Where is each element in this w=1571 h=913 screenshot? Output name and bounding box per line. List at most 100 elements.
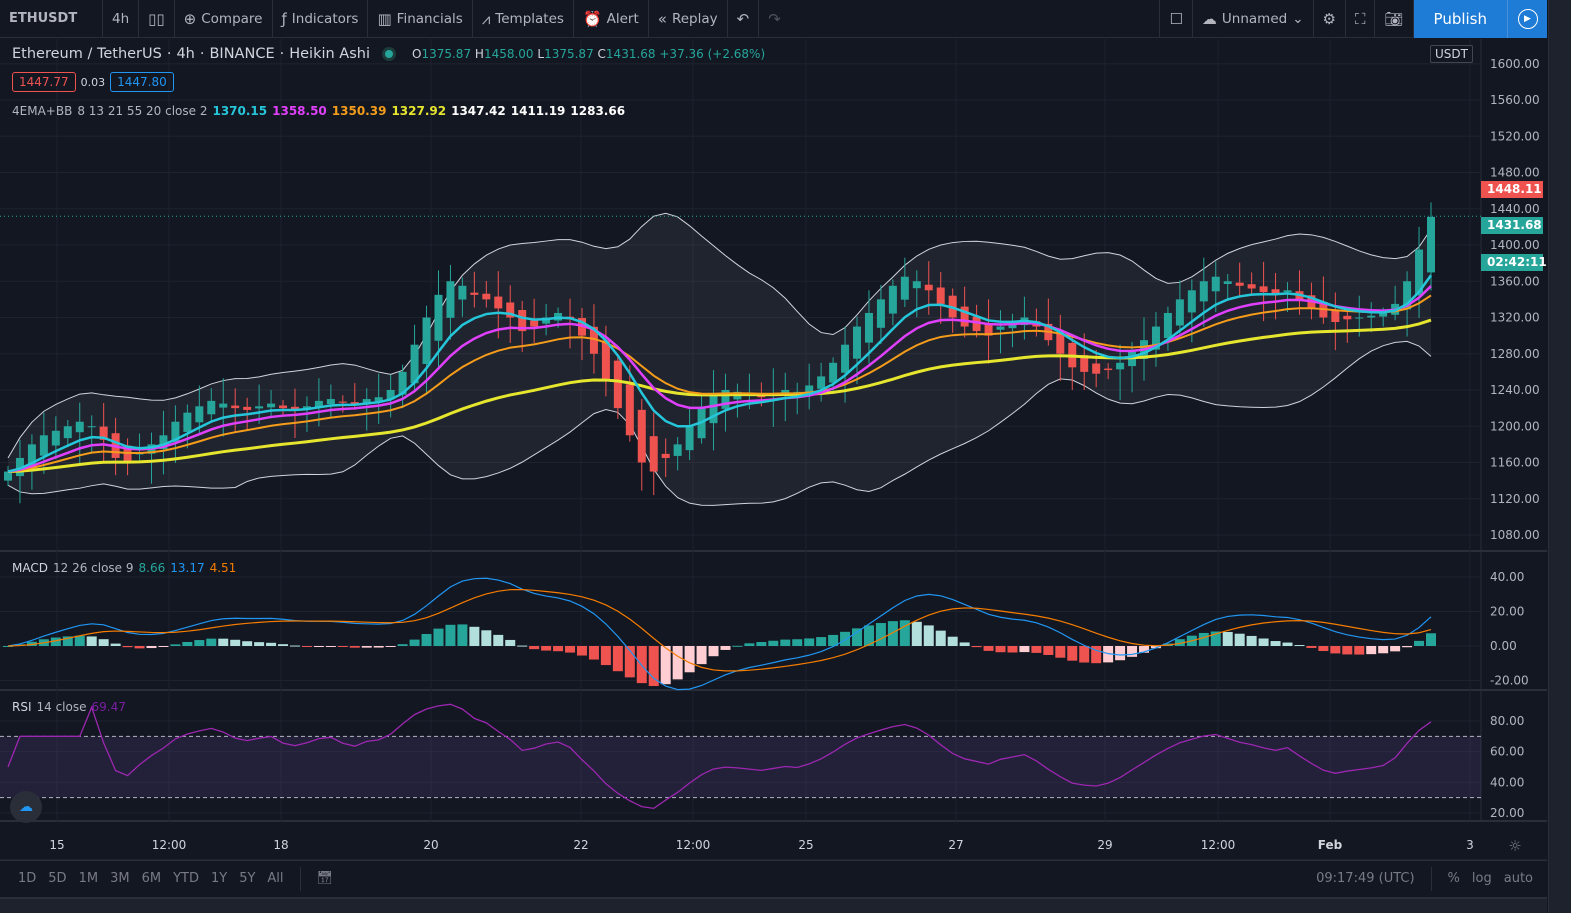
goto-date-icon[interactable]: 📅︎: [316, 871, 334, 886]
candle-body: [805, 385, 814, 393]
candle-body: [984, 323, 993, 336]
auto-scale-toggle[interactable]: auto: [1503, 871, 1533, 886]
low-value: 1375.87: [544, 47, 594, 61]
layout-name-dropdown[interactable]: ☁ Unnamed ⌄: [1193, 0, 1314, 38]
macd-histogram-bar: [469, 626, 480, 646]
publish-button[interactable]: Publish: [1413, 0, 1507, 38]
fullscreen-button[interactable]: ⛶: [1346, 0, 1376, 38]
price-tick-label: 1480.00: [1490, 166, 1540, 180]
bar-chart-icon: ▥: [377, 9, 392, 28]
bar-countdown-label: 02:42:11: [1481, 254, 1547, 271]
range-1d[interactable]: 1D: [18, 871, 37, 886]
time-tick-label: 3: [1466, 838, 1474, 852]
symbol-search-button[interactable]: ETHUSDT: [0, 0, 103, 38]
legend-style: Heikin Ashi: [289, 46, 370, 62]
percent-scale-toggle[interactable]: %: [1447, 871, 1460, 886]
tradingview-logo[interactable]: ☁: [10, 791, 42, 823]
price-tick-label: 1400.00: [1490, 238, 1540, 252]
range-5y[interactable]: 5Y: [239, 871, 256, 886]
redo-icon: ↷: [768, 9, 781, 28]
candle-body: [1151, 326, 1160, 350]
candle-body: [721, 390, 730, 409]
indicators-button[interactable]: ƒ Indicators: [273, 0, 369, 38]
candle-body: [661, 453, 670, 458]
candle-body: [1283, 290, 1292, 293]
range-all[interactable]: All: [267, 871, 284, 886]
templates-button[interactable]: ⩘ Templates: [473, 0, 574, 38]
range-1m[interactable]: 1M: [78, 871, 99, 886]
compare-button[interactable]: ⊕ Compare: [175, 0, 273, 38]
macd-histogram-bar: [1198, 632, 1209, 646]
range-3m[interactable]: 3M: [110, 871, 130, 886]
ema21-value: 1350.39: [331, 104, 387, 118]
replay-button[interactable]: «Replay: [649, 0, 728, 38]
time-tick-label: 25: [798, 838, 813, 852]
range-1y[interactable]: 1Y: [210, 871, 228, 886]
ema13-line: [7, 285, 1432, 473]
candle-body: [589, 326, 598, 354]
candle-body: [1104, 368, 1113, 371]
candle-body: [338, 401, 347, 403]
chart-canvas[interactable]: 1600.001560.001520.001480.001440.001400.…: [0, 39, 1547, 860]
macd-histogram-bar: [1222, 631, 1233, 646]
utc-clock[interactable]: 09:17:49 (UTC): [1316, 871, 1415, 886]
templates-label: Templates: [495, 10, 564, 27]
price-tick-label: 1120.00: [1490, 492, 1540, 506]
macd-histogram-bar: [313, 646, 324, 647]
macd-histogram-bar: [959, 642, 970, 646]
macd-histogram-bar: [995, 646, 1006, 653]
macd-signal-line: [7, 588, 1432, 672]
macd-tick-label: 20.00: [1490, 605, 1524, 619]
candle-body: [1116, 362, 1125, 370]
macd-histogram-bar: [3, 646, 13, 647]
candle-body: [171, 421, 180, 443]
currency-label[interactable]: USDT: [1430, 45, 1473, 63]
macd-histogram-bar: [433, 628, 444, 646]
macd-histogram-bar: [553, 646, 564, 652]
range-ytd[interactable]: YTD: [173, 871, 199, 886]
macd-name: MACD: [12, 561, 48, 575]
candle-body: [841, 344, 850, 373]
macd-histogram-bar: [756, 642, 767, 646]
macd-histogram-bar: [182, 641, 193, 646]
macd-histogram-bar: [983, 646, 994, 651]
macd-histogram-bar: [1342, 646, 1353, 655]
interval-button[interactable]: 4h: [103, 0, 140, 38]
sell-button[interactable]: 1447.77: [12, 72, 76, 92]
macd-histogram-bar: [86, 636, 97, 646]
publish-options-button[interactable]: ▶: [1507, 0, 1547, 38]
snapshot-button[interactable]: 📷︎: [1375, 0, 1414, 38]
candle-body: [39, 435, 48, 456]
candle-body: [494, 296, 503, 309]
candle-body: [1092, 363, 1101, 374]
macd-histogram-bar: [828, 634, 839, 646]
macd-histogram-bar: [361, 646, 372, 648]
buy-button[interactable]: 1447.80: [110, 72, 174, 92]
macd-histogram-bar: [493, 634, 504, 646]
undo-button[interactable]: ↶: [728, 0, 760, 38]
range-5d[interactable]: 5D: [48, 871, 67, 886]
redo-button[interactable]: ↷: [759, 0, 790, 38]
candle-body: [159, 435, 168, 450]
financials-button[interactable]: ▥ Financials: [368, 0, 473, 38]
candle-body: [183, 412, 192, 432]
chart-style-button[interactable]: ▯▯: [139, 0, 175, 38]
settings-button[interactable]: ⚙: [1314, 0, 1346, 38]
macd-histogram-bar: [720, 646, 731, 650]
rewind-icon: «: [657, 9, 667, 28]
macd-histogram-bar: [840, 631, 851, 646]
log-scale-toggle[interactable]: log: [1471, 871, 1492, 886]
bottom-panel-tabs: [0, 897, 1547, 913]
time-tick-label: 12:00: [1201, 838, 1236, 852]
candle-body: [972, 316, 981, 332]
macd-histogram-bar: [1210, 631, 1221, 646]
macd-signal-value: 4.51: [209, 561, 237, 575]
layout-select-button[interactable]: ☐: [1159, 0, 1193, 38]
range-6m[interactable]: 6M: [141, 871, 162, 886]
alert-button[interactable]: ⏰ Alert: [574, 0, 649, 38]
macd-histogram-bar: [1294, 645, 1305, 647]
candle-body: [1175, 299, 1184, 326]
gear-icon: ⚙: [1322, 9, 1336, 28]
candles-icon: ▯▯: [148, 9, 165, 28]
price-tick-label: 1080.00: [1490, 528, 1540, 542]
